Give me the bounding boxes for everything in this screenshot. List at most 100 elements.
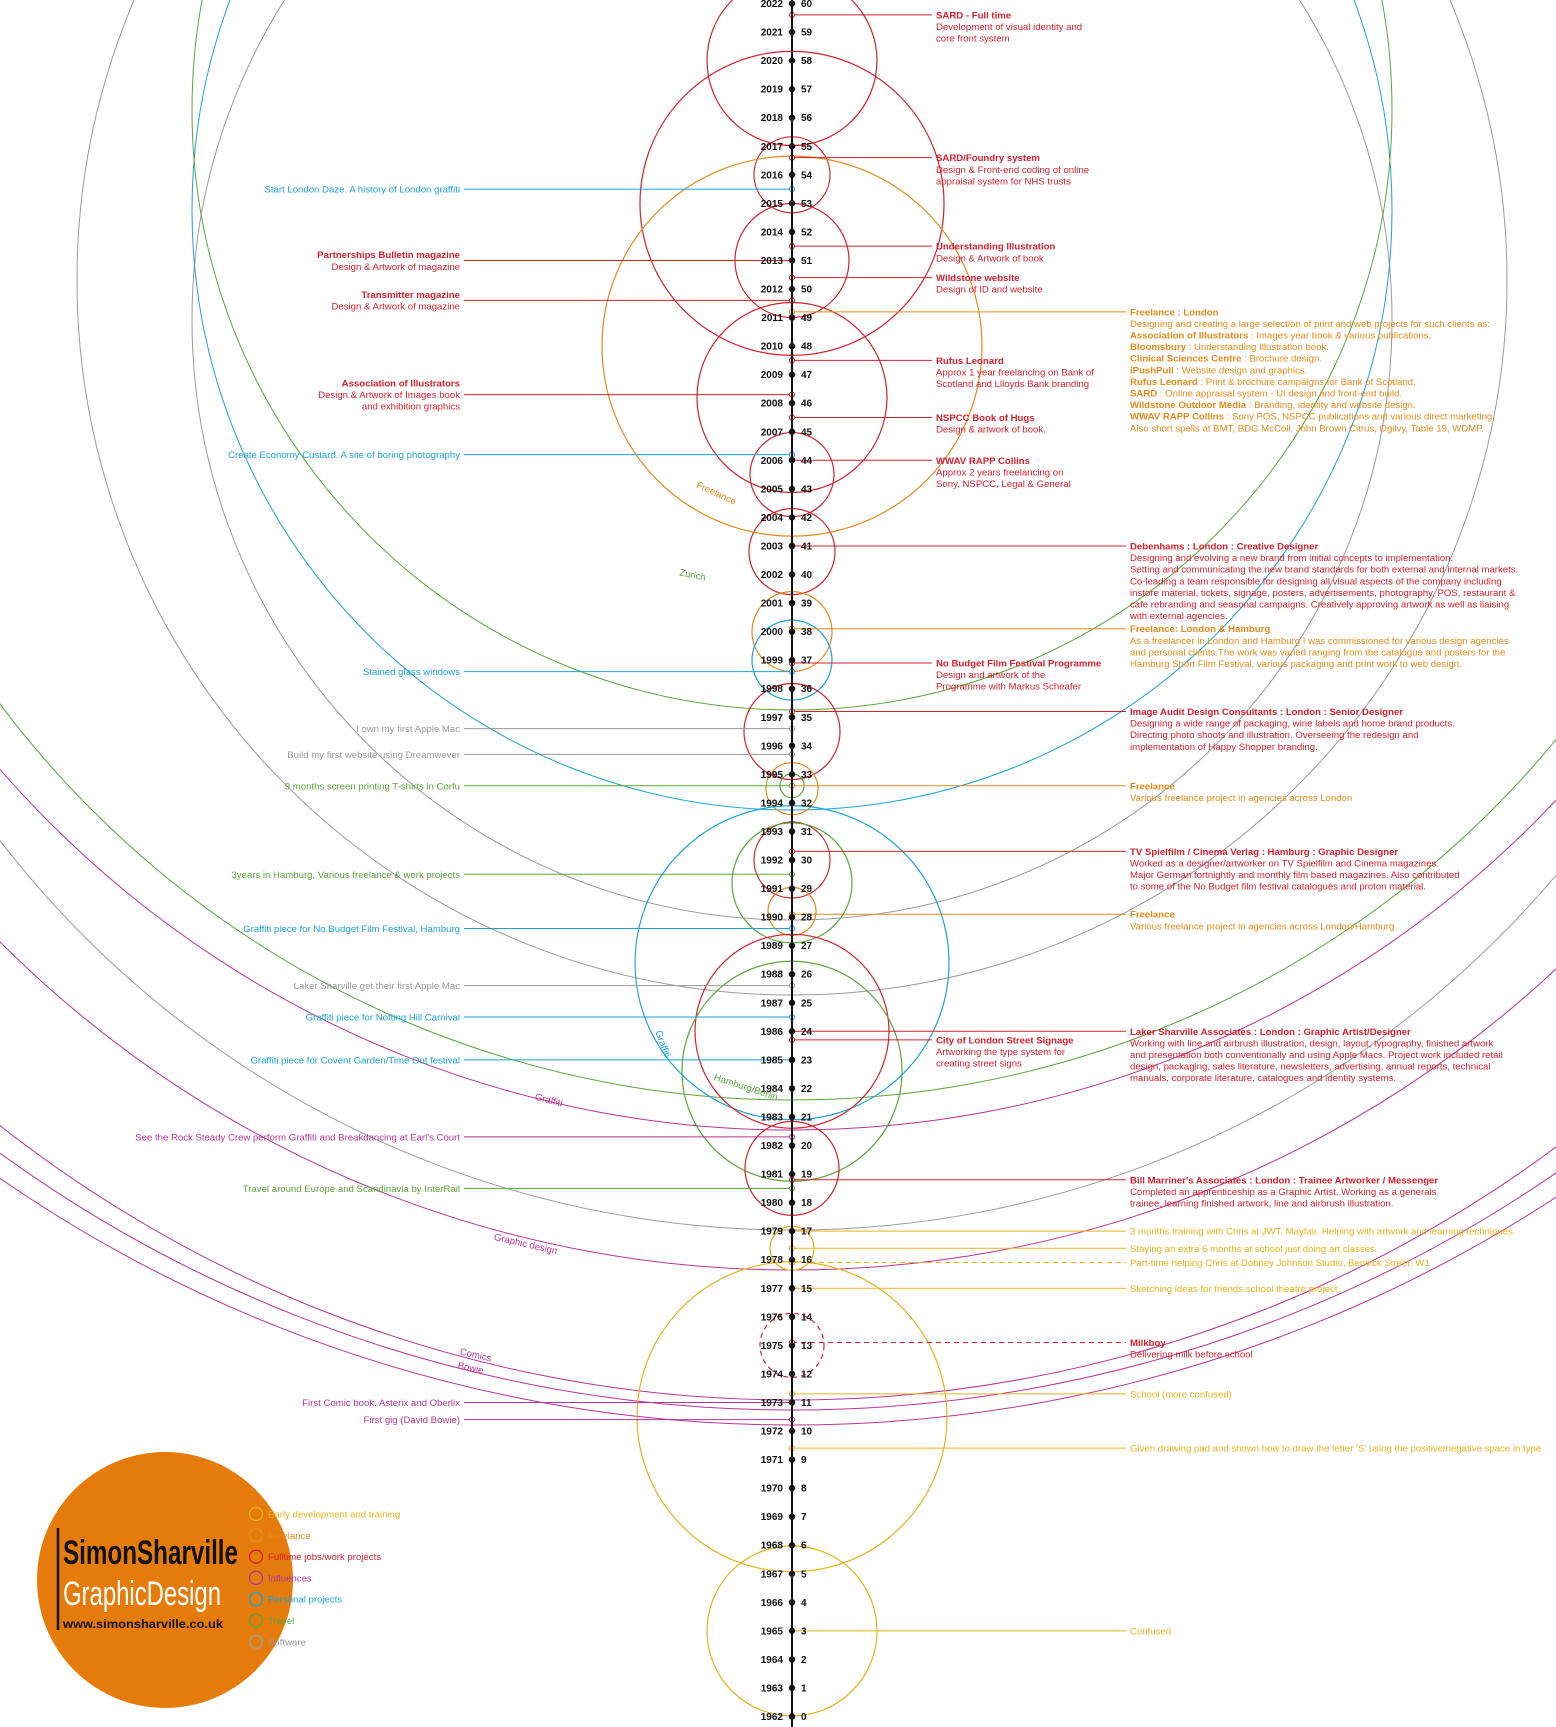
year-label: 1976 [761, 1312, 784, 1323]
year-dot [788, 171, 796, 178]
middle-annotation: City of London Street Signage Artworking … [936, 1035, 1074, 1069]
year-label: 1997 [761, 713, 784, 724]
left-annotation: Association of Illustrators Design & Artw… [318, 379, 460, 413]
year-label: 1991 [761, 884, 784, 895]
age-label: 55 [801, 142, 813, 153]
year-dot [788, 1570, 796, 1577]
left-annotation: Create Economy Custard. A site of boring… [228, 450, 460, 461]
year-label: 1996 [761, 741, 784, 752]
age-label: 27 [801, 941, 813, 952]
year-label: 1974 [761, 1369, 784, 1380]
year-dot [788, 428, 796, 435]
year-label: 1977 [761, 1284, 784, 1295]
age-label: 6 [801, 1541, 807, 1552]
left-annotation: I own my first Apple Mac [356, 724, 460, 735]
year-dot [788, 942, 796, 949]
year-dot [788, 1713, 796, 1720]
right-annotation: Debenhams : London : Creative Designer De… [1129, 541, 1518, 622]
year-dot [788, 656, 796, 664]
year-label: 1970 [761, 1484, 784, 1495]
age-label: 24 [801, 1027, 813, 1038]
year-label: 1993 [761, 827, 784, 838]
year-label: 2006 [761, 456, 784, 467]
left-annotation: Partnerships Bulletin magazine Design & A… [317, 250, 460, 273]
year-label: 1999 [761, 656, 784, 667]
middle-annotation: Wildstone website Design of ID and websit… [936, 273, 1043, 296]
middle-annotation: WWAV RAPP Collins Approx 2 years freelanc… [936, 456, 1071, 490]
age-label: 18 [801, 1198, 813, 1209]
age-label: 30 [801, 856, 813, 867]
year-label: 1994 [761, 798, 784, 809]
left-annotation: 3years in Hamburg, Various freelance & w… [231, 870, 460, 881]
year-label: 2015 [761, 199, 784, 210]
year-label: 1967 [761, 1569, 784, 1580]
year-dot [788, 742, 796, 749]
age-label: 10 [801, 1427, 813, 1438]
logo-disc [37, 1452, 293, 1708]
year-dot [788, 1599, 796, 1606]
age-label: 37 [801, 656, 813, 667]
year-label: 1965 [761, 1626, 784, 1637]
year-dot [788, 1513, 796, 1520]
legend-swatch [248, 1506, 264, 1522]
year-label: 2011 [761, 313, 783, 324]
year-label: 1988 [761, 970, 784, 981]
year-label: 1979 [761, 1227, 784, 1238]
age-label: 58 [801, 56, 813, 67]
period-circle [759, 1312, 825, 1378]
year-label: 2007 [761, 427, 784, 438]
year-dot [788, 114, 796, 121]
right-annotation: Sketching ideas for friends school theat… [1130, 1284, 1340, 1295]
year-dot [788, 400, 796, 407]
right-annotation: Confused [1130, 1626, 1171, 1637]
year-label: 2003 [761, 541, 784, 552]
year-dot [788, 57, 796, 64]
year-dot [788, 0, 796, 7]
year-label: 2000 [761, 627, 784, 638]
year-dot [788, 1656, 796, 1663]
age-label: 43 [801, 484, 813, 495]
left-annotation: Start London Daze. A history of London g… [264, 185, 460, 196]
year-dot [788, 1170, 796, 1178]
year-dot [788, 714, 796, 721]
right-annotation: Laker Sharville Associates : London : Gr… [1130, 1027, 1503, 1084]
age-label: 17 [801, 1227, 813, 1238]
middle-annotation: Rufus Leonard Approx 1 year freelancing o… [936, 356, 1094, 390]
right-annotation: 3 months training with Chris at JWT, May… [1130, 1227, 1516, 1238]
age-label: 3 [801, 1626, 807, 1637]
age-label: 16 [801, 1255, 813, 1266]
year-label: 1963 [761, 1683, 784, 1694]
year-dot [788, 1313, 796, 1321]
logo-name: SimonSharville [63, 1534, 238, 1572]
age-label: 53 [801, 199, 813, 210]
age-label: 21 [801, 1112, 813, 1123]
arc-label: Graffiti [534, 1092, 564, 1110]
age-label: 38 [801, 627, 813, 638]
right-annotation: Bill Marriner's Associates : London : Tr… [1130, 1175, 1438, 1209]
age-label: 25 [801, 998, 813, 1009]
year-label: 1975 [761, 1341, 784, 1352]
legend-label: Travel [268, 1616, 294, 1627]
year-label: 1978 [761, 1255, 784, 1266]
left-annotation: Laker Sharville get their first Apple Ma… [294, 981, 461, 992]
year-dot [788, 1227, 796, 1235]
year-dot [788, 1456, 796, 1463]
year-dot [788, 913, 796, 921]
logo-url[interactable]: www.simonsharville.co.uk [62, 1617, 223, 1631]
year-label: 1980 [761, 1198, 784, 1209]
year-dot [788, 999, 796, 1006]
year-dot [788, 1113, 796, 1121]
left-annotation: Graffiti piece for Covent Garden/Time Ou… [250, 1055, 460, 1066]
arc-label: Graphic design [493, 1232, 558, 1257]
age-label: 23 [801, 1055, 813, 1066]
age-label: 36 [801, 684, 813, 695]
year-dot [788, 257, 796, 264]
right-annotation: School (more confused) [1130, 1389, 1232, 1400]
year-label: 2017 [761, 142, 784, 153]
arc-label: Bowie [457, 1360, 485, 1376]
right-annotation: Milkboy Delivering milk before school [1130, 1338, 1253, 1361]
age-label: 41 [801, 541, 813, 552]
year-dot [788, 856, 796, 864]
year-label: 1982 [761, 1141, 784, 1152]
